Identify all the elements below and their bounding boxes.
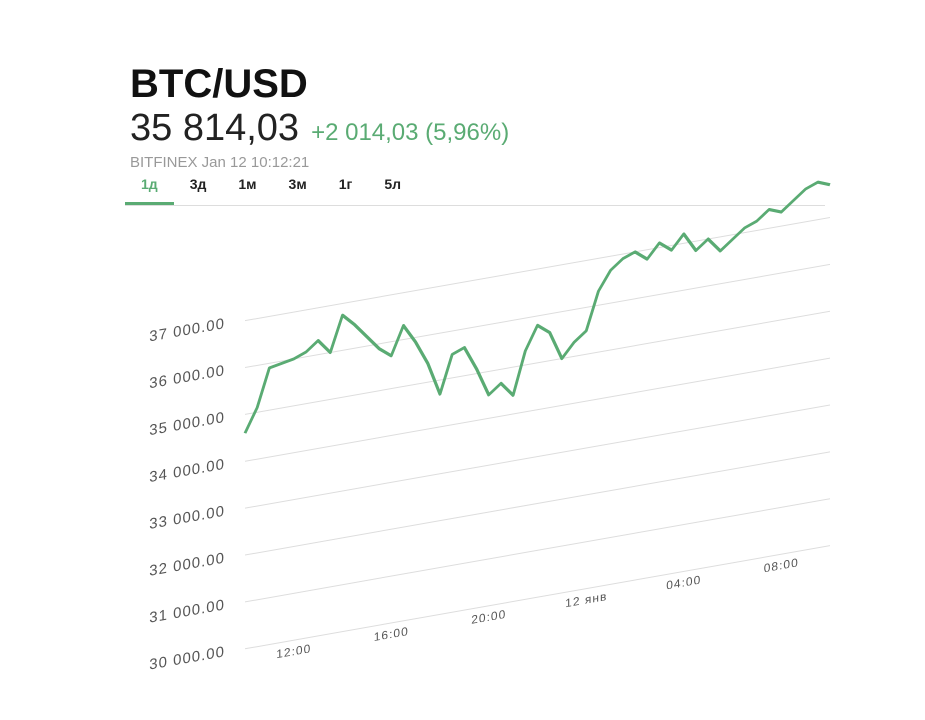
y-tick-label: 35 000.00 (149, 409, 225, 439)
change: +2 014,03 (5,96%) (311, 119, 510, 146)
x-tick-label: 16:00 (374, 624, 409, 644)
y-tick-label: 33 000.00 (149, 503, 225, 533)
grid-line (245, 404, 830, 509)
grid-line (245, 357, 830, 462)
chart: 30 000.00 31 000.00 32 000.00 33 000.00 34 0… (149, 180, 831, 674)
title: BTC/USD (130, 62, 308, 106)
tab[interactable]: 3м (288, 176, 307, 192)
y-tick-label: 34 000.00 (149, 456, 225, 486)
price-line (243, 180, 831, 434)
x-tick-label: 04:00 (666, 573, 701, 593)
y-tick-label: 37 000.00 (149, 315, 225, 345)
x-tick-label: 20:00 (471, 607, 506, 627)
x-tick-label: 12:00 (276, 641, 311, 661)
price: 35 814,03 (130, 107, 300, 149)
grid-line (245, 310, 830, 415)
header-row: BTC/USD (130, 62, 509, 107)
grid-line (245, 498, 830, 603)
grid-line (245, 263, 830, 369)
tab[interactable]: 3д (189, 176, 207, 192)
header: BTC/USD 35 814,03 +2 014,03 (5,96%) BITFI… (130, 62, 509, 171)
y-tick-label: 32 000.00 (149, 550, 225, 580)
x-tick-label: 12 янв (565, 589, 607, 610)
grid-line (245, 217, 830, 322)
tab[interactable]: 1д (125, 170, 174, 205)
tabs: 1д 3д 1м 3м 1г 5л (125, 170, 825, 206)
x-tick-label: 08:00 (764, 555, 799, 575)
y-tick-label: 36 000.00 (149, 362, 225, 392)
y-tick-label: 31 000.00 (149, 596, 225, 626)
grid-line (245, 545, 830, 650)
tab[interactable]: 1г (338, 176, 353, 192)
tab[interactable]: 5л (384, 176, 401, 192)
grid-line (245, 451, 830, 556)
source: BITFINEX Jan 12 10:12:21 (130, 154, 310, 171)
tab[interactable]: 1м (238, 176, 257, 192)
y-tick-label: 30 000.00 (149, 643, 225, 673)
price-row: 35 814,03 +2 014,03 (5,96%) (130, 107, 509, 150)
